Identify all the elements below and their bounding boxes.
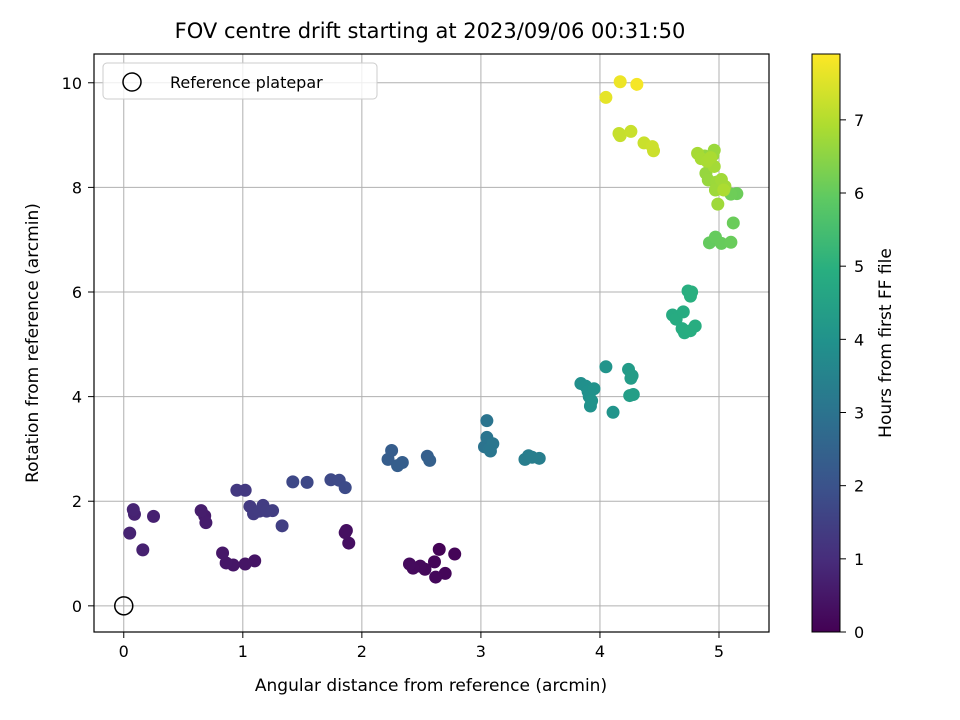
data-point (480, 414, 494, 428)
data-point (342, 536, 356, 550)
data-point (532, 451, 546, 465)
data-point (427, 555, 441, 569)
grid-lines (94, 54, 769, 632)
colorbar-tick-label: 6 (854, 184, 864, 203)
data-point (625, 369, 639, 383)
y-tick-label: 4 (72, 388, 82, 407)
data-point (123, 526, 137, 540)
data-point (286, 475, 300, 489)
data-point (429, 570, 443, 584)
data-point (423, 453, 437, 467)
data-points (123, 75, 744, 584)
legend-box (102, 62, 378, 100)
data-point (395, 456, 409, 470)
data-point (724, 235, 738, 249)
data-point (483, 444, 497, 458)
data-point (385, 443, 399, 457)
data-point (194, 504, 208, 518)
data-point (266, 504, 280, 518)
colorbar (811, 53, 841, 633)
data-point (338, 481, 352, 495)
colorbar-label: Hours from first FF file (876, 248, 896, 438)
data-point (685, 285, 699, 299)
data-point (726, 216, 740, 230)
legend-marker-icon (122, 72, 142, 92)
data-point (599, 90, 613, 104)
data-point (599, 360, 613, 374)
legend-label: Reference platepar (170, 73, 323, 92)
data-point (704, 151, 718, 165)
data-point (275, 519, 289, 533)
data-point (630, 77, 644, 91)
colorbar-tick-label: 1 (854, 550, 864, 569)
reference-platepar-marker (114, 596, 134, 616)
data-point (126, 503, 140, 517)
data-point (613, 75, 627, 89)
colorbar-tick-label: 2 (854, 477, 864, 496)
y-tick-label: 8 (72, 178, 82, 197)
data-point (645, 140, 659, 154)
y-tick-label: 2 (72, 492, 82, 511)
data-point (402, 557, 416, 571)
x-tick-label: 0 (119, 642, 129, 661)
colorbar-tick-label: 5 (854, 257, 864, 276)
data-point (624, 124, 638, 138)
data-point (238, 483, 252, 497)
data-point (300, 475, 314, 489)
data-point (711, 197, 725, 211)
y-axis-ticks: 0 2 4 6 8 10 (62, 74, 94, 616)
data-point (676, 305, 690, 319)
data-point (717, 183, 731, 197)
x-axis-label: Angular distance from reference (arcmin) (255, 676, 607, 696)
y-tick-label: 10 (62, 74, 82, 93)
y-tick-label: 0 (72, 597, 82, 616)
legend: Reference platepar (102, 62, 378, 100)
colorbar-ticks: 0 1 2 3 4 5 6 7 (840, 111, 864, 642)
data-point (199, 516, 213, 530)
x-tick-label: 4 (595, 642, 605, 661)
data-point (238, 557, 252, 571)
plot-frame (93, 53, 770, 633)
colorbar-tick-label: 4 (854, 330, 864, 349)
x-tick-label: 5 (714, 642, 724, 661)
data-point (688, 319, 702, 333)
data-point (606, 405, 620, 419)
colorbar-tick-label: 3 (854, 404, 864, 423)
data-point (613, 129, 627, 143)
data-point (147, 509, 161, 523)
data-point (626, 388, 640, 402)
data-point (448, 547, 462, 561)
data-point (219, 556, 233, 570)
data-point (714, 236, 728, 250)
data-point (587, 382, 601, 396)
y-axis-label: Rotation from reference (arcmin) (23, 203, 43, 483)
chart-title: FOV centre drift starting at 2023/09/06 … (175, 19, 686, 43)
data-point (432, 542, 446, 556)
data-point (136, 543, 150, 557)
x-tick-label: 3 (476, 642, 486, 661)
colorbar-tick-label: 7 (854, 111, 864, 130)
x-axis-ticks: 0 1 2 3 4 5 (119, 632, 724, 661)
x-tick-label: 1 (238, 642, 248, 661)
x-tick-label: 2 (357, 642, 367, 661)
colorbar-tick-label: 0 (854, 623, 864, 642)
y-tick-label: 6 (72, 283, 82, 302)
data-point (216, 546, 230, 560)
data-point (585, 394, 599, 408)
data-point (338, 526, 352, 540)
